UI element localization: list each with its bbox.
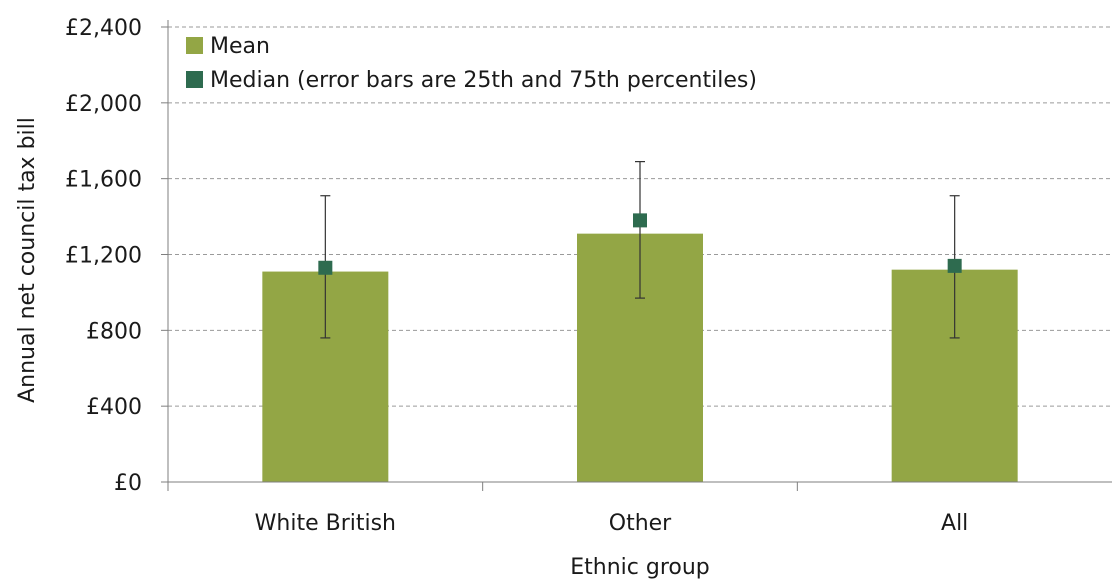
y-tick-label: £800 (86, 319, 142, 344)
legend-label-median: Median (error bars are 25th and 75th per… (210, 68, 757, 93)
y-tick-label: £0 (114, 471, 142, 496)
median-marker (633, 213, 647, 228)
median-marker (318, 260, 333, 275)
y-tick-label: £2,400 (65, 16, 142, 41)
x-axis-title: Ethnic group (570, 555, 710, 580)
legend: Mean Median (error bars are 25th and 75t… (186, 34, 757, 93)
x-tick-label: Other (609, 511, 672, 536)
legend-swatch-mean (186, 37, 203, 54)
y-tick-label: £1,600 (65, 168, 142, 193)
median-marker (947, 258, 962, 273)
y-tick-label: £400 (86, 395, 142, 420)
tick-labels: £0 £400 £800 £1,200 £1,600 £2,000 £2,400 White … (65, 16, 968, 536)
x-tick-label: White British (255, 511, 396, 536)
axes (161, 20, 1112, 491)
error-bars (318, 161, 962, 339)
y-axis-title: Annual net council tax bill (15, 117, 40, 403)
legend-swatch-median (186, 71, 203, 88)
y-tick-label: £2,000 (65, 92, 142, 117)
y-tick-label: £1,200 (65, 244, 142, 269)
x-tick-label: All (941, 511, 968, 536)
legend-label-mean: Mean (210, 34, 270, 59)
